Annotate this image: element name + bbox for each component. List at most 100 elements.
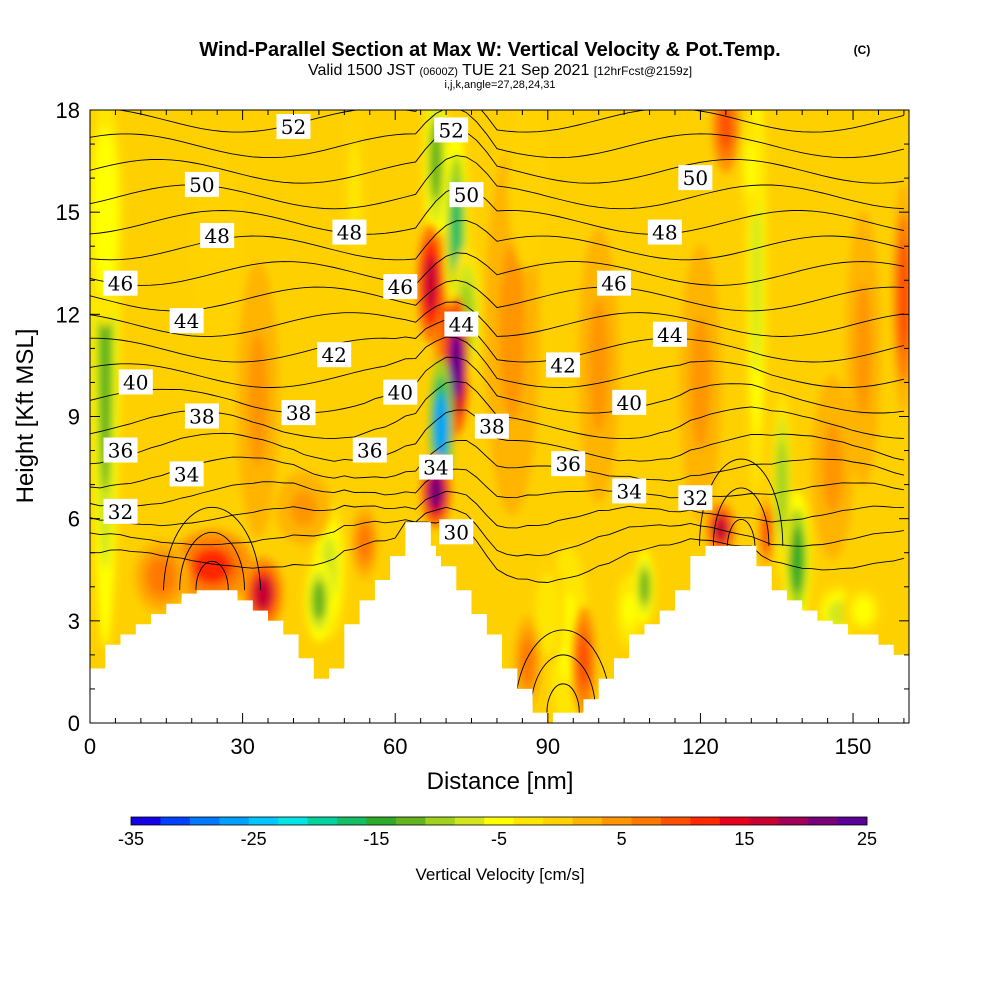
contour-label-text: 34 bbox=[616, 479, 641, 503]
theta-contour-terrain bbox=[514, 629, 613, 713]
contour-label-text: 40 bbox=[388, 381, 413, 405]
contour-label: 40 bbox=[118, 369, 153, 395]
w-cell bbox=[539, 587, 557, 641]
w-cell bbox=[827, 600, 848, 628]
w-cell bbox=[690, 316, 711, 449]
x-tick-label: 90 bbox=[536, 734, 560, 759]
contour-label-text: 44 bbox=[449, 313, 474, 337]
x-tick-label: 150 bbox=[835, 734, 872, 759]
theta-contour-terrain bbox=[179, 531, 245, 591]
w-cell bbox=[588, 299, 609, 432]
w-cell bbox=[312, 580, 326, 621]
colorbar-swatch bbox=[160, 817, 191, 825]
y-tick-label: 0 bbox=[68, 711, 80, 736]
colorbar-swatch bbox=[719, 817, 750, 825]
valid-date: TUE 21 Sep 2021 bbox=[462, 62, 589, 79]
contour-label: 50 bbox=[184, 171, 219, 197]
theta-contour bbox=[90, 155, 904, 210]
w-cell bbox=[639, 569, 650, 605]
contour-label: 46 bbox=[103, 270, 138, 296]
contour-label-text: 30 bbox=[444, 520, 469, 544]
contour-label-text: 42 bbox=[550, 353, 575, 377]
contour-label-text: 40 bbox=[123, 370, 148, 394]
terrain-mask bbox=[90, 522, 909, 723]
contour-label: 32 bbox=[678, 485, 713, 511]
theta-contour bbox=[114, 110, 905, 133]
contour-label-text: 44 bbox=[174, 309, 199, 333]
colorbar-swatch bbox=[749, 817, 780, 825]
w-cell bbox=[450, 332, 463, 399]
contour-label: 52 bbox=[434, 117, 469, 143]
contour-label: 38 bbox=[184, 403, 219, 429]
y-tick-label: 15 bbox=[56, 200, 80, 225]
theta-contour bbox=[90, 128, 904, 184]
contour-label-text: 42 bbox=[321, 343, 346, 367]
colorbar-tick-label: -15 bbox=[363, 829, 389, 849]
contour-label-text: 48 bbox=[337, 221, 362, 245]
contour-label-text: 46 bbox=[388, 275, 413, 299]
w-cell bbox=[853, 597, 874, 624]
valid-utc: (0600Z) bbox=[419, 66, 458, 78]
contour-label: 52 bbox=[276, 114, 311, 140]
colorbar-tick-label: 5 bbox=[617, 829, 627, 849]
colorbar-swatch bbox=[337, 817, 367, 825]
theta-contour-terrain bbox=[163, 506, 262, 591]
x-axis-title: Distance [nm] bbox=[427, 768, 574, 795]
theta-contour-terrain bbox=[712, 487, 770, 546]
w-cell bbox=[96, 156, 114, 268]
theta-contour-terrain bbox=[726, 519, 756, 546]
contour-label: 44 bbox=[652, 321, 687, 347]
w-cell bbox=[428, 473, 444, 510]
theta-contour bbox=[90, 186, 904, 235]
contour-label: 50 bbox=[449, 182, 484, 208]
x-tick-label: 30 bbox=[230, 734, 254, 759]
colorbar-swatch bbox=[366, 817, 397, 825]
contour-label-text: 32 bbox=[108, 500, 133, 524]
contour-label-text: 50 bbox=[683, 166, 708, 190]
contour-label: 42 bbox=[546, 352, 581, 378]
theta-contour-terrain bbox=[530, 654, 596, 713]
forecast-info: [12hrFcst@2159z] bbox=[594, 64, 692, 78]
colorbar-swatch bbox=[307, 817, 338, 825]
w-cell bbox=[746, 141, 757, 195]
y-tick-label: 3 bbox=[68, 609, 80, 634]
contour-label: 46 bbox=[596, 270, 631, 296]
w-cell bbox=[854, 281, 872, 415]
w-cell bbox=[192, 548, 232, 585]
contour-label: 42 bbox=[317, 342, 352, 368]
colorbar-frame bbox=[130, 816, 868, 826]
contour-label-text: 50 bbox=[189, 173, 214, 197]
y-tick-label: 18 bbox=[56, 98, 80, 123]
colorbar-swatch bbox=[543, 817, 573, 825]
x-tick-label: 120 bbox=[682, 734, 719, 759]
contour-label: 32 bbox=[103, 498, 138, 524]
theta-contour bbox=[90, 356, 904, 414]
w-cell bbox=[897, 241, 909, 353]
valid-prefix: Valid 1500 JST bbox=[308, 62, 416, 79]
contour-label-text: 36 bbox=[555, 452, 580, 476]
contour-label-text: 48 bbox=[204, 224, 229, 248]
w-cell bbox=[713, 515, 729, 543]
contour-label-text: 40 bbox=[616, 391, 641, 415]
colorbar: -35 -25 -15 -5 5 15 25 bbox=[118, 816, 877, 849]
contour-label: 44 bbox=[169, 308, 204, 334]
colorbar-tick-label: -25 bbox=[241, 829, 267, 849]
contour-label-text: 44 bbox=[657, 323, 682, 347]
contour-label-text: 46 bbox=[601, 272, 626, 296]
w-cell bbox=[622, 592, 636, 629]
contour-label: 30 bbox=[439, 519, 474, 545]
contour-label: 38 bbox=[281, 400, 316, 426]
w-cell bbox=[719, 110, 733, 150]
theta-contour bbox=[90, 252, 904, 286]
w-cell bbox=[822, 423, 843, 512]
theta-contour bbox=[90, 490, 904, 529]
colorbar-swatch bbox=[631, 817, 662, 825]
contour-label-text: 52 bbox=[438, 118, 463, 142]
contour-label: 48 bbox=[332, 219, 367, 245]
contour-label: 50 bbox=[678, 165, 713, 191]
contour-label: 48 bbox=[647, 219, 682, 245]
y-axis-title: Height [Kft MSL] bbox=[12, 329, 39, 504]
contour-label-text: 36 bbox=[357, 439, 382, 463]
colorbar-swatch bbox=[660, 817, 691, 825]
